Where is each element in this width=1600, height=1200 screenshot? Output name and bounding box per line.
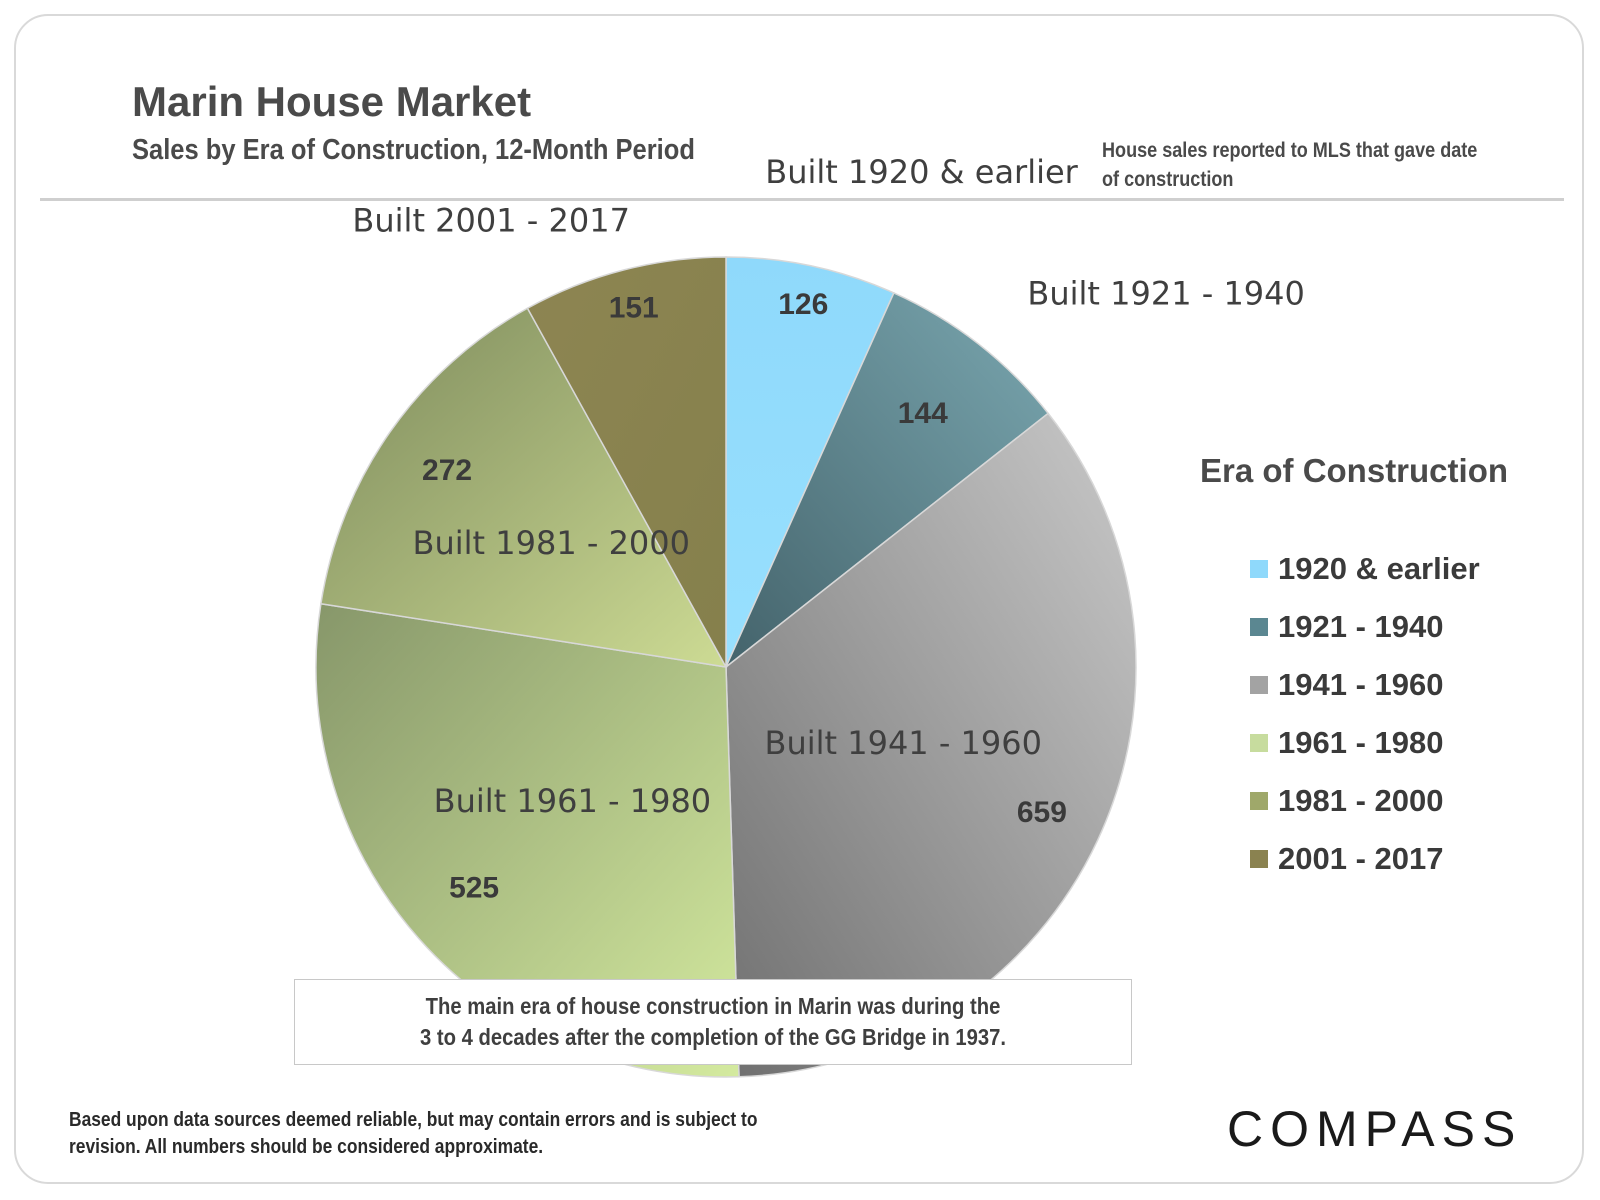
data-source-note: House sales reported to MLS that gave da… [1102, 139, 1478, 191]
slice-label-1981-2000: Built 1981 - 2000 [413, 524, 691, 562]
compass-logo: COMPASS [1227, 1101, 1523, 1157]
slice-label-1921-1940: Built 1921 - 1940 [1027, 274, 1305, 312]
legend-item: 1941 - 1960 [1250, 656, 1480, 714]
legend-swatch [1250, 792, 1268, 810]
slice-label-1961-1980: Built 1961 - 1980 [434, 782, 712, 820]
legend-swatch [1250, 618, 1268, 636]
legend-swatch [1250, 560, 1268, 578]
pie-slice-1961-1980 [315, 602, 740, 1078]
legend-swatch [1250, 734, 1268, 752]
disclaimer-line: Based upon data sources deemed reliable,… [69, 1109, 758, 1131]
legend-label: 2001 - 2017 [1278, 841, 1444, 876]
callout-line: 3 to 4 decades after the completion of t… [420, 1024, 1006, 1050]
legend-label: 1920 & earlier [1278, 551, 1480, 586]
legend-item: 1921 - 1940 [1250, 598, 1480, 656]
value-label-1981-2000: 272 [422, 454, 472, 487]
legend-item: 2001 - 2017 [1250, 830, 1480, 888]
legend-label: 1981 - 2000 [1278, 783, 1444, 818]
page-subtitle: Sales by Era of Construction, 12-Month P… [132, 134, 695, 166]
insight-callout: The main era of house construction in Ma… [294, 979, 1132, 1065]
value-label-1941-1960: 659 [1017, 796, 1067, 829]
pie-slice-1921-1940 [725, 291, 1050, 668]
legend-item: 1961 - 1980 [1250, 714, 1480, 772]
legend-label: 1941 - 1960 [1278, 667, 1444, 702]
legend-item: 1920 & earlier [1250, 540, 1480, 598]
legend-label: 1961 - 1980 [1278, 725, 1444, 760]
page-title: Marin House Market [132, 78, 532, 125]
slice-label-1941-1960: Built 1941 - 1960 [764, 724, 1042, 762]
legend-title: Era of Construction [1200, 452, 1509, 489]
legend: 1920 & earlier 1921 - 1940 1941 - 1960 1… [1250, 540, 1480, 888]
header-divider [40, 198, 1564, 201]
pie-slice-1920-earlier [725, 256, 895, 668]
value-label-1920-earlier: 126 [778, 288, 828, 321]
value-label-1921-1940: 144 [898, 397, 948, 430]
value-label-2001-2017: 151 [609, 292, 659, 325]
pie-slice-2001-2017 [526, 256, 727, 670]
legend-item: 1981 - 2000 [1250, 772, 1480, 830]
slice-label-1920-earlier: Built 1920 & earlier [765, 153, 1078, 191]
callout-line: The main era of house construction in Ma… [425, 993, 1001, 1019]
value-label-1961-1980: 525 [449, 872, 499, 905]
legend-swatch [1250, 676, 1268, 694]
disclaimer-line: revision. All numbers should be consider… [69, 1136, 544, 1158]
slice-label-2001-2017: Built 2001 - 2017 [352, 201, 630, 239]
disclaimer: Based upon data sources deemed reliable,… [69, 1107, 835, 1161]
legend-label: 1921 - 1940 [1278, 609, 1444, 644]
legend-swatch [1250, 850, 1268, 868]
pie-slice-1981-2000 [320, 307, 728, 668]
